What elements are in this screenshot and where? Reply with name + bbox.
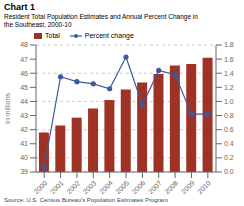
svg-text:0.4: 0.4 — [224, 140, 234, 147]
svg-text:0.0: 0.0 — [224, 168, 234, 175]
html-text:the Southeast, 2000-10: the Southeast, 2000-10 — [4, 21, 72, 28]
svg-text:43: 43 — [20, 112, 28, 119]
svg-text:0.2: 0.2 — [224, 154, 234, 161]
svg-text:2003: 2003 — [82, 179, 98, 195]
svg-text:2008: 2008 — [163, 179, 179, 195]
svg-text:1.2: 1.2 — [224, 84, 234, 91]
html-text:Chart 1: Chart 1 — [4, 2, 35, 12]
svg-text:2006: 2006 — [131, 179, 147, 195]
svg-text:1.0: 1.0 — [224, 98, 234, 105]
svg-text:2009: 2009 — [180, 179, 196, 195]
html-text:Total: Total — [45, 32, 60, 39]
html-text:Source: U.S. Census Bureau's P: Source: U.S. Census Bureau's Population … — [4, 197, 168, 203]
svg-text:46: 46 — [20, 70, 28, 77]
svg-text:45: 45 — [20, 84, 28, 91]
svg-text:2001: 2001 — [49, 179, 65, 195]
svg-text:41: 41 — [20, 140, 28, 147]
svg-text:42: 42 — [20, 126, 28, 133]
svg-text:39: 39 — [20, 168, 28, 175]
svg-text:0.6: 0.6 — [224, 126, 234, 133]
svg-text:48: 48 — [20, 41, 28, 48]
svg-text:1.6: 1.6 — [224, 56, 234, 63]
html-text:Percent change: Percent change — [84, 32, 134, 39]
svg-text:44: 44 — [20, 98, 28, 105]
svg-text:2000: 2000 — [32, 179, 48, 195]
svg-text:1.8: 1.8 — [224, 41, 234, 48]
svg-text:2010: 2010 — [196, 179, 212, 195]
svg-text:In millions: In millions — [8, 92, 11, 124]
svg-text:2002: 2002 — [65, 179, 81, 195]
svg-text:0.8: 0.8 — [224, 112, 234, 119]
svg-text:1.4: 1.4 — [224, 70, 234, 77]
svg-text:2007: 2007 — [147, 179, 163, 195]
svg-text:40: 40 — [20, 154, 28, 161]
html-text:Resident Total Population Esti: Resident Total Population Estimates and … — [4, 13, 198, 20]
svg-text:47: 47 — [20, 56, 28, 63]
svg-text:2005: 2005 — [114, 179, 130, 195]
svg-text:2004: 2004 — [98, 179, 114, 195]
